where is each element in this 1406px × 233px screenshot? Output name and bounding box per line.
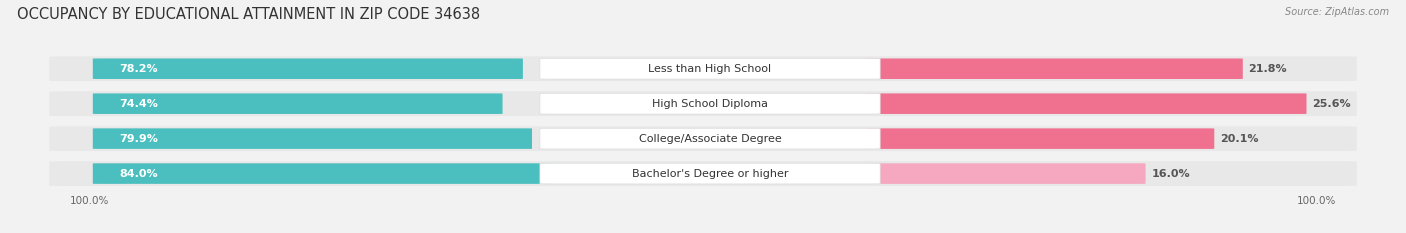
FancyBboxPatch shape <box>540 163 880 184</box>
FancyBboxPatch shape <box>540 128 880 149</box>
FancyBboxPatch shape <box>866 93 1306 114</box>
Text: High School Diploma: High School Diploma <box>652 99 768 109</box>
FancyBboxPatch shape <box>49 126 1357 151</box>
Text: 21.8%: 21.8% <box>1249 64 1286 74</box>
FancyBboxPatch shape <box>93 163 554 184</box>
Text: Bachelor's Degree or higher: Bachelor's Degree or higher <box>631 169 789 178</box>
Text: 78.2%: 78.2% <box>120 64 157 74</box>
Text: 100.0%: 100.0% <box>1296 196 1336 206</box>
Text: 79.9%: 79.9% <box>120 134 159 144</box>
Text: 100.0%: 100.0% <box>70 196 110 206</box>
FancyBboxPatch shape <box>49 56 1357 81</box>
FancyBboxPatch shape <box>93 128 531 149</box>
Text: Less than High School: Less than High School <box>648 64 772 74</box>
Text: 25.6%: 25.6% <box>1312 99 1351 109</box>
Text: Source: ZipAtlas.com: Source: ZipAtlas.com <box>1285 7 1389 17</box>
Text: 84.0%: 84.0% <box>120 169 157 178</box>
FancyBboxPatch shape <box>540 58 880 79</box>
Text: OCCUPANCY BY EDUCATIONAL ATTAINMENT IN ZIP CODE 34638: OCCUPANCY BY EDUCATIONAL ATTAINMENT IN Z… <box>17 7 479 22</box>
FancyBboxPatch shape <box>866 163 1146 184</box>
FancyBboxPatch shape <box>540 93 880 114</box>
Text: 16.0%: 16.0% <box>1152 169 1189 178</box>
FancyBboxPatch shape <box>49 161 1357 186</box>
Text: 74.4%: 74.4% <box>120 99 159 109</box>
FancyBboxPatch shape <box>866 128 1215 149</box>
FancyBboxPatch shape <box>49 91 1357 116</box>
FancyBboxPatch shape <box>93 58 523 79</box>
FancyBboxPatch shape <box>866 58 1243 79</box>
FancyBboxPatch shape <box>93 93 502 114</box>
Text: College/Associate Degree: College/Associate Degree <box>638 134 782 144</box>
Text: 20.1%: 20.1% <box>1220 134 1258 144</box>
